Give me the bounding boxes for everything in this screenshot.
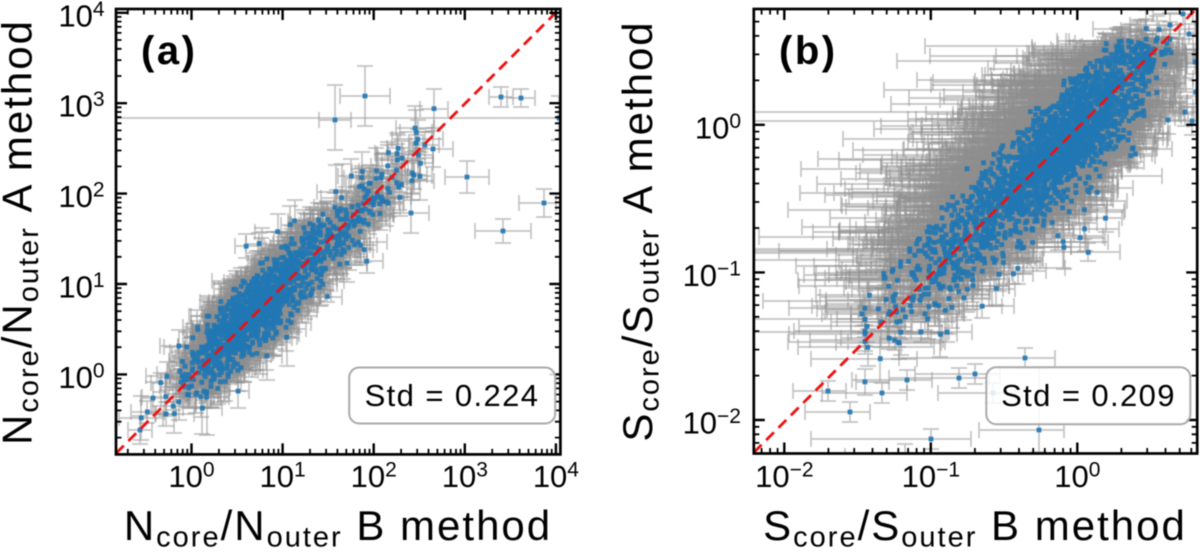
svg-text:Std = 0.224: Std = 0.224 — [365, 378, 540, 413]
svg-text:(a): (a) — [141, 29, 197, 73]
svg-text:104: 104 — [58, 0, 104, 33]
svg-text:(b): (b) — [779, 29, 838, 73]
svg-text:Std = 0.209: Std = 0.209 — [1001, 378, 1176, 413]
